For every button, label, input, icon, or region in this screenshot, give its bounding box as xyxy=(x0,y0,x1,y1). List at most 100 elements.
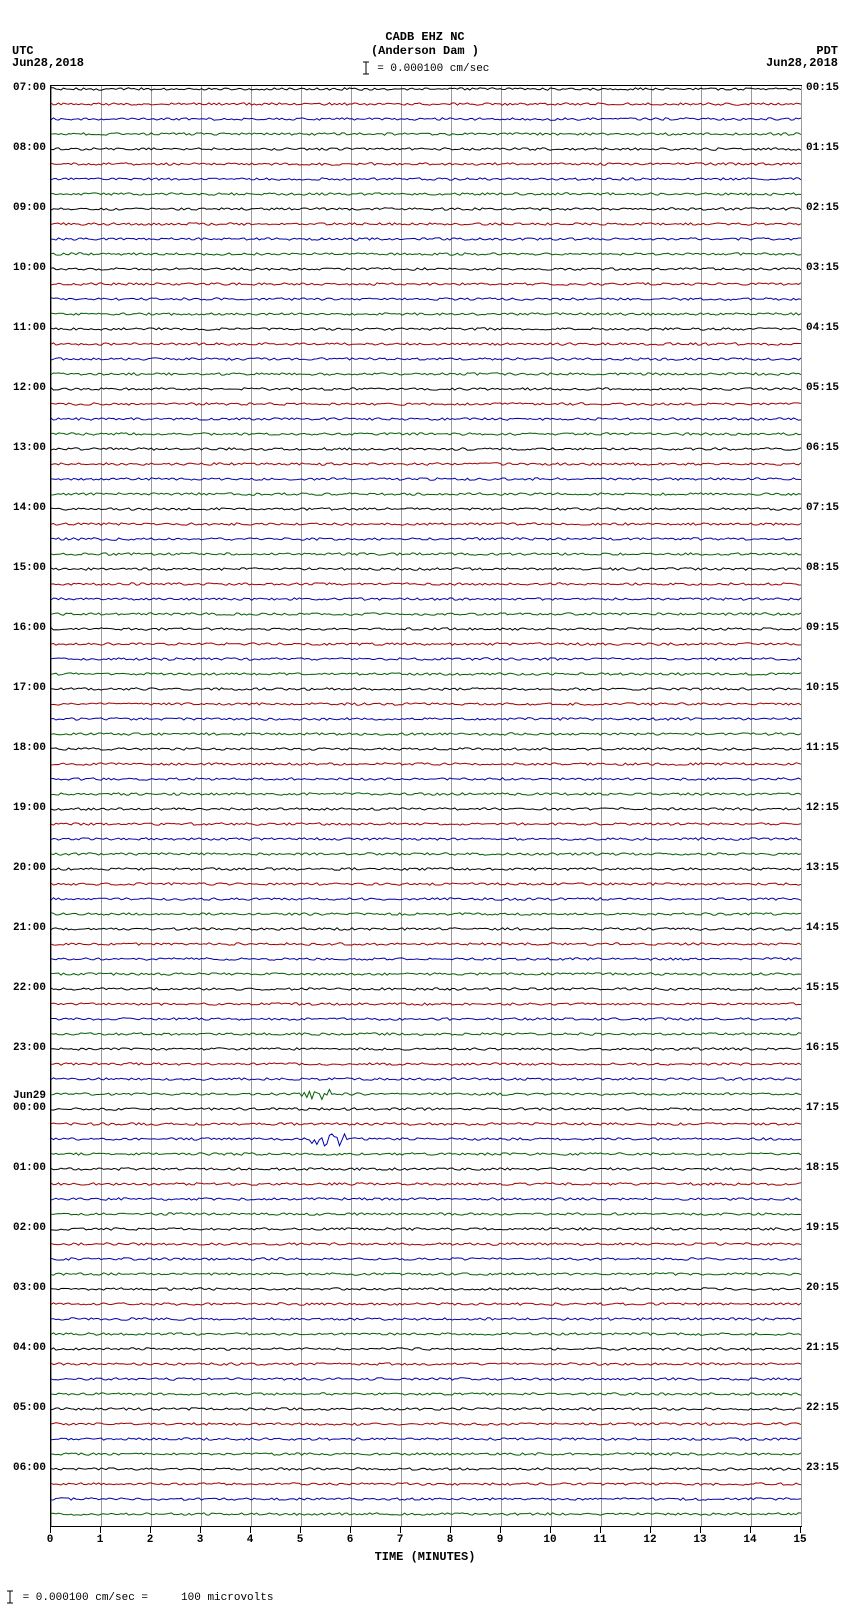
trace-row xyxy=(51,201,801,217)
trace-line xyxy=(51,366,801,382)
trace-line xyxy=(51,1476,801,1492)
trace-line xyxy=(51,426,801,442)
trace-line xyxy=(51,741,801,757)
trace-line xyxy=(51,1041,801,1057)
trace-line xyxy=(51,261,801,277)
x-tick-mark xyxy=(250,1527,251,1533)
pdt-time-label: 22:15 xyxy=(806,1402,839,1414)
x-tick-mark xyxy=(650,1527,651,1533)
trace-row xyxy=(51,726,801,742)
trace-line xyxy=(51,876,801,892)
trace-line xyxy=(51,1266,801,1282)
pdt-time-label: 12:15 xyxy=(806,802,839,814)
trace-line xyxy=(51,171,801,187)
trace-line xyxy=(51,636,801,652)
trace-row xyxy=(51,1026,801,1042)
trace-row xyxy=(51,696,801,712)
pdt-time-label: 19:15 xyxy=(806,1222,839,1234)
trace-line xyxy=(51,1251,801,1267)
trace-row xyxy=(51,1191,801,1207)
trace-row xyxy=(51,951,801,967)
trace-line xyxy=(51,156,801,172)
x-tick-label: 7 xyxy=(390,1534,410,1546)
pdt-time-label: 15:15 xyxy=(806,982,839,994)
utc-time-label: 10:00 xyxy=(13,262,46,274)
trace-row xyxy=(51,666,801,682)
trace-row xyxy=(51,531,801,547)
pdt-time-label: 17:15 xyxy=(806,1102,839,1114)
trace-row xyxy=(51,1461,801,1477)
trace-row xyxy=(51,1371,801,1387)
trace-row xyxy=(51,441,801,457)
footer-scale: = 0.000100 cm/sec = 100 microvolts xyxy=(4,1589,273,1605)
x-tick-label: 9 xyxy=(490,1534,510,1546)
trace-line xyxy=(51,981,801,997)
footer-text-suffix: 100 microvolts xyxy=(181,1592,273,1604)
trace-row xyxy=(51,756,801,772)
trace-row xyxy=(51,1146,801,1162)
trace-row xyxy=(51,306,801,322)
trace-line xyxy=(51,321,801,337)
trace-row xyxy=(51,291,801,307)
trace-row xyxy=(51,156,801,172)
x-tick-mark xyxy=(750,1527,751,1533)
trace-line xyxy=(51,1161,801,1177)
trace-line xyxy=(51,1431,801,1447)
trace-row xyxy=(51,996,801,1012)
seismogram-plot: 07:0008:0009:0010:0011:0012:0013:0014:00… xyxy=(50,85,802,1527)
x-tick-label: 15 xyxy=(790,1534,810,1546)
trace-row xyxy=(51,1491,801,1507)
trace-row xyxy=(51,426,801,442)
trace-row xyxy=(51,786,801,802)
trace-line xyxy=(51,1326,801,1342)
trace-row xyxy=(51,1416,801,1432)
utc-time-label: 13:00 xyxy=(13,442,46,454)
trace-row xyxy=(51,906,801,922)
pdt-time-label: 14:15 xyxy=(806,922,839,934)
trace-line xyxy=(51,96,801,112)
trace-row xyxy=(51,651,801,667)
trace-row xyxy=(51,621,801,637)
pdt-time-label: 21:15 xyxy=(806,1342,839,1354)
x-tick-mark xyxy=(200,1527,201,1533)
pdt-time-label: 03:15 xyxy=(806,262,839,274)
trace-row xyxy=(51,966,801,982)
x-tick-label: 1 xyxy=(90,1534,110,1546)
x-tick-mark xyxy=(300,1527,301,1533)
trace-line xyxy=(51,786,801,802)
utc-time-label: 09:00 xyxy=(13,202,46,214)
pdt-time-label: 16:15 xyxy=(806,1042,839,1054)
pdt-time-label: 08:15 xyxy=(806,562,839,574)
trace-row xyxy=(51,1311,801,1327)
trace-line xyxy=(51,921,801,937)
utc-time-label: 08:00 xyxy=(13,142,46,154)
trace-line xyxy=(51,1356,801,1372)
x-tick-mark xyxy=(700,1527,701,1533)
trace-row xyxy=(51,1506,801,1522)
trace-line xyxy=(51,1491,801,1507)
trace-line xyxy=(51,336,801,352)
trace-row xyxy=(51,801,801,817)
trace-line xyxy=(51,651,801,667)
utc-time-label: 12:00 xyxy=(13,382,46,394)
trace-line xyxy=(51,906,801,922)
trace-row xyxy=(51,276,801,292)
trace-line xyxy=(51,1236,801,1252)
trace-line xyxy=(51,441,801,457)
utc-time-label: 00:00 xyxy=(13,1102,46,1114)
utc-time-label: 06:00 xyxy=(13,1462,46,1474)
trace-line xyxy=(51,126,801,142)
pdt-time-label: 01:15 xyxy=(806,142,839,154)
trace-line xyxy=(51,1086,801,1102)
x-tick-mark xyxy=(400,1527,401,1533)
trace-row xyxy=(51,456,801,472)
trace-row xyxy=(51,171,801,187)
utc-time-label: 01:00 xyxy=(13,1162,46,1174)
x-tick-label: 11 xyxy=(590,1534,610,1546)
x-tick-label: 0 xyxy=(40,1534,60,1546)
trace-line xyxy=(51,546,801,562)
trace-row xyxy=(51,81,801,97)
trace-row xyxy=(51,711,801,727)
trace-row xyxy=(51,1431,801,1447)
x-tick-label: 2 xyxy=(140,1534,160,1546)
